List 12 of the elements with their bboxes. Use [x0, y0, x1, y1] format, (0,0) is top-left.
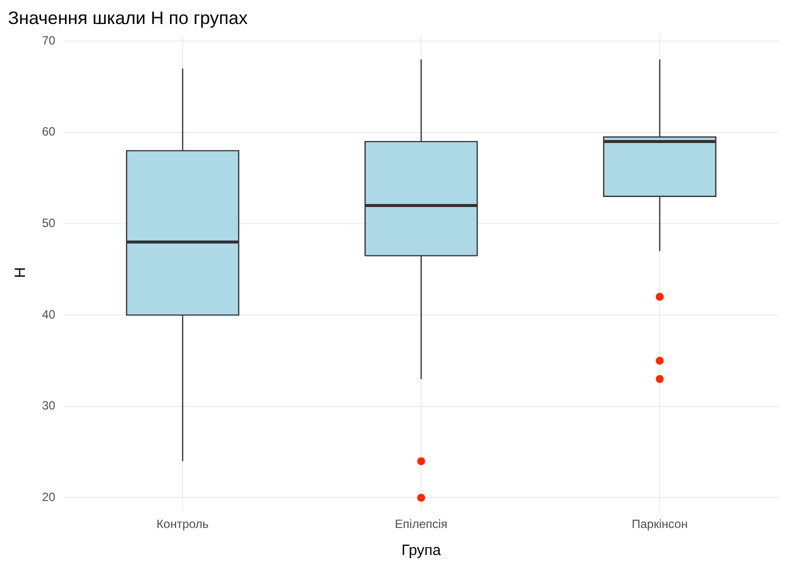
y-axis-title: Н [12, 267, 30, 278]
y-tick-label: 20 [42, 490, 56, 504]
y-tick-label: 30 [42, 398, 56, 413]
x-tick-label: Паркінсон [632, 517, 688, 532]
y-tick-label: 60 [42, 124, 56, 139]
y-tick-label: 70 [42, 33, 56, 48]
chart-title: Значення шкали Н по групах [8, 8, 248, 28]
y-tick-label: 50 [42, 216, 56, 230]
x-tick-label: Епілепсія [394, 517, 448, 532]
x-tick-label: Контроль [156, 517, 209, 532]
x-axis-title: Група [401, 542, 442, 560]
y-tick-label: 40 [42, 307, 56, 322]
